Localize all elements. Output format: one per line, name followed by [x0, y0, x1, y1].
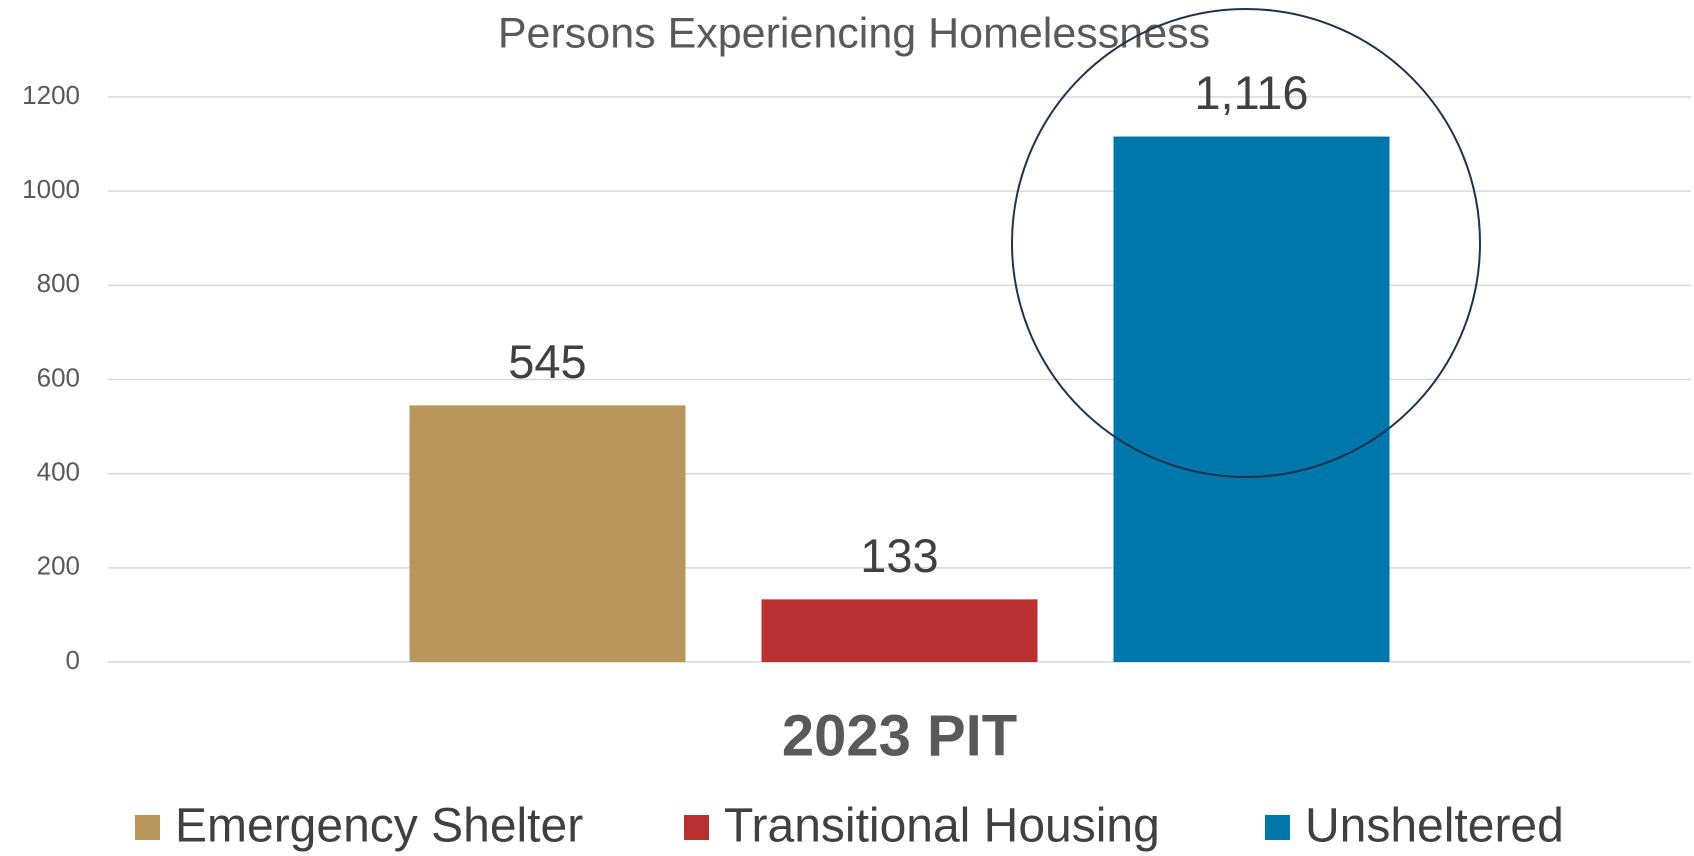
bar — [761, 599, 1038, 662]
y-tick-label: 1200 — [22, 80, 80, 110]
legend-label: Unsheltered — [1305, 800, 1564, 853]
legend-swatch — [684, 815, 709, 840]
bar — [409, 405, 686, 662]
legend-label: Transitional Housing — [724, 800, 1160, 853]
value-label: 545 — [508, 335, 586, 388]
legend-swatch — [135, 815, 160, 840]
y-tick-label: 200 — [37, 551, 80, 581]
legend-label: Emergency Shelter — [175, 800, 583, 853]
bar — [1113, 136, 1390, 663]
x-tick-label: 2023 PIT — [782, 703, 1017, 768]
legend-swatch — [1265, 815, 1290, 840]
y-tick-label: 600 — [37, 362, 80, 392]
y-tick-label: 800 — [37, 268, 80, 298]
y-tick-label: 1000 — [22, 174, 80, 204]
y-tick-label: 400 — [37, 457, 80, 487]
value-label: 1,116 — [1194, 66, 1308, 119]
value-label: 133 — [860, 529, 938, 582]
chart-title: Persons Experiencing Homelessness — [498, 9, 1210, 57]
y-tick-label: 0 — [66, 645, 80, 675]
highlight-circle — [1011, 8, 1481, 478]
